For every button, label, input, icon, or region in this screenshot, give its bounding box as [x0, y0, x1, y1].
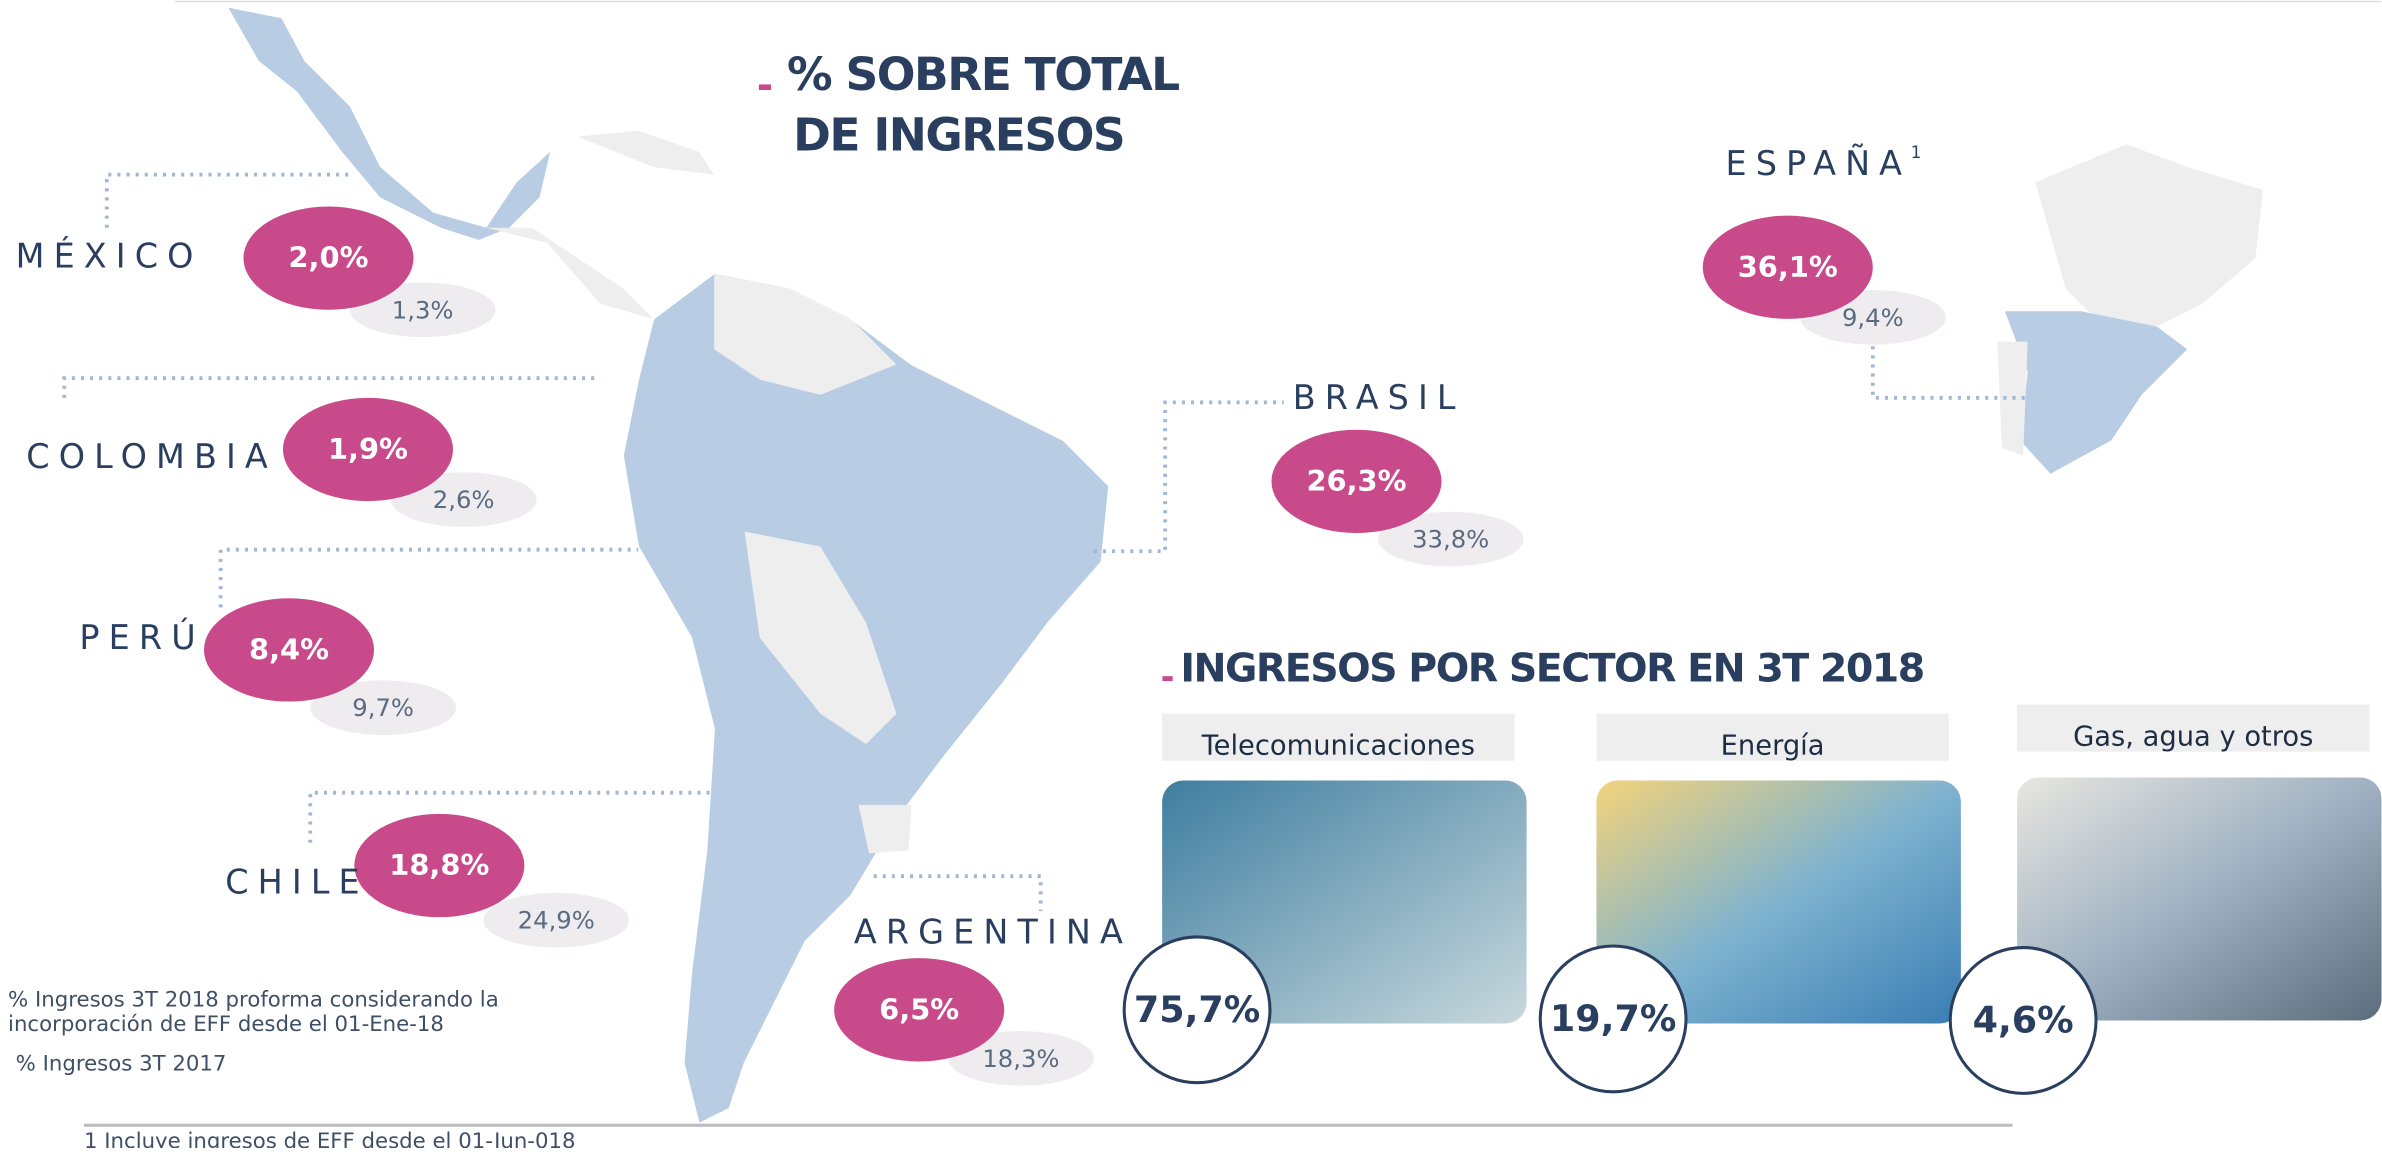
country-name: PERÚ	[79, 617, 204, 657]
connector	[64, 378, 600, 398]
country-name: ARGENTINA	[854, 912, 1132, 951]
value: 1,9%	[328, 432, 408, 466]
previous: 2,6%	[433, 485, 495, 514]
legend-current: % Ingresos 3T 2018 proforma considerando…	[8, 988, 499, 1013]
sector-name: Telecomunicaciones	[1201, 731, 1475, 762]
sector-name: Energía	[1721, 731, 1825, 762]
value: 18,8%	[389, 848, 489, 882]
value: 26,3%	[1306, 464, 1406, 498]
value: 6,5%	[879, 992, 959, 1026]
value: 36,1%	[1738, 250, 1838, 284]
previous: 18,3%	[982, 1044, 1059, 1073]
previous: 33,8%	[1412, 525, 1489, 554]
legend-previous: % Ingresos 3T 2017	[16, 1051, 227, 1076]
sector-value: 19,7%	[1550, 997, 1676, 1040]
country-name: CHILE	[225, 862, 369, 901]
accent: -	[757, 63, 773, 109]
sector-title: INGRESOS POR SECTOR EN 3T 2018	[1180, 646, 1923, 692]
country-name: BRASIL	[1293, 378, 1465, 417]
footnote-mark: 1	[1911, 142, 1922, 162]
sector-value: 75,7%	[1134, 988, 1260, 1031]
previous: 9,7%	[352, 693, 414, 722]
value: 2,0%	[288, 241, 368, 275]
country-name: MÉXICO	[16, 236, 203, 276]
legend-current: incorporación de EFF desde el 01-Ene-18	[8, 1012, 444, 1037]
footnote: 1 Incluye ingresos de EFF desde el 01-Ju…	[84, 1129, 576, 1148]
connector	[874, 876, 1041, 911]
infographic: - % SOBRE TOTAL DE INGRESOS - INGRESOS P…	[0, 0, 2382, 1148]
connector	[1094, 402, 1284, 551]
previous: 9,4%	[1842, 303, 1904, 332]
sector-name: Gas, agua y otros	[2073, 721, 2313, 752]
accent: -	[1161, 657, 1175, 696]
country-name: COLOMBIA	[26, 437, 277, 476]
sector-value: 4,6%	[1973, 998, 2074, 1041]
previous: 24,9%	[518, 906, 595, 935]
title: % SOBRE TOTAL	[787, 48, 1179, 101]
title: DE INGRESOS	[793, 109, 1124, 162]
country-name: ESPAÑA	[1726, 144, 1912, 183]
value: 8,4%	[249, 632, 329, 666]
previous: 1,3%	[392, 295, 454, 324]
